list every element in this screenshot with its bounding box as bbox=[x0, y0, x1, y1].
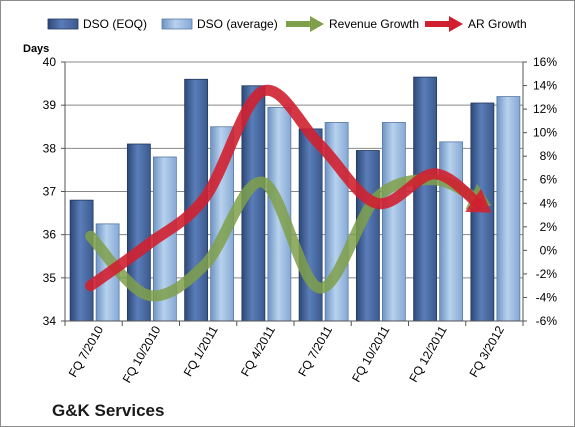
y2-tick-label: 10% bbox=[533, 126, 557, 140]
y2-tick-label: 2% bbox=[540, 220, 558, 234]
y-tick-label: 39 bbox=[43, 98, 57, 112]
legend-label: Revenue Growth bbox=[329, 17, 419, 31]
x-tick-label: FQ 4/2011 bbox=[238, 323, 278, 379]
legend-item-dso-eoq-: DSO (EOQ) bbox=[47, 17, 147, 31]
y2-tick-label: 12% bbox=[533, 102, 557, 116]
legend-swatch bbox=[47, 18, 79, 30]
y2-tick-label: -4% bbox=[536, 290, 558, 304]
y-tick-label: 37 bbox=[43, 185, 57, 199]
bar-dso-eoq-6 bbox=[413, 76, 438, 322]
y2-tick-label: 0% bbox=[540, 243, 558, 257]
trend-lines bbox=[85, 84, 492, 302]
bar-dso-average-6 bbox=[439, 141, 464, 322]
legend: DSO (EOQ) DSO (average) Revenue Growth AR G… bbox=[47, 16, 527, 32]
x-tick-label: FQ 7/2010 bbox=[66, 323, 107, 379]
x-tick-label: FQ 12/2011 bbox=[406, 323, 450, 384]
y-axis-title: Days bbox=[23, 43, 49, 55]
bar-dso-average-5 bbox=[381, 122, 406, 322]
y2-tick-label: 4% bbox=[540, 196, 558, 210]
legend-label: DSO (EOQ) bbox=[83, 17, 147, 31]
y2-tick-label: 14% bbox=[533, 79, 557, 93]
x-tick-label: FQ 3/2012 bbox=[466, 323, 507, 379]
legend-item-revenue-growth: Revenue Growth bbox=[286, 16, 419, 32]
x-tick-label: FQ 10/2011 bbox=[349, 323, 393, 384]
bar-dso-average-7 bbox=[496, 96, 521, 322]
y-tick-label: 35 bbox=[43, 271, 57, 285]
legend-swatch bbox=[161, 18, 193, 30]
y2-tick-label: -6% bbox=[536, 314, 558, 328]
y-tick-label: 38 bbox=[43, 141, 57, 155]
legend-item-ar-growth: AR Growth bbox=[425, 16, 527, 32]
legend-label: AR Growth bbox=[468, 17, 527, 31]
line-ar-growth bbox=[85, 84, 485, 292]
y-tick-label: 34 bbox=[43, 314, 57, 328]
bar-dso-eoq-0 bbox=[69, 199, 94, 322]
arrowhead-ar-growth bbox=[465, 188, 492, 213]
y2-tick-label: 8% bbox=[540, 149, 558, 163]
x-tick-label: FQ 10/2010 bbox=[120, 323, 164, 385]
legend-label: DSO (average) bbox=[197, 17, 278, 31]
y-tick-label: 40 bbox=[43, 55, 57, 69]
legend-arrow bbox=[310, 16, 324, 32]
x-tick-label: FQ 1/2011 bbox=[181, 323, 221, 379]
x-tick-label: FQ 7/2011 bbox=[295, 323, 335, 379]
y2-tick-label: -2% bbox=[536, 267, 558, 281]
legend-item-dso-average-: DSO (average) bbox=[161, 17, 278, 31]
y-tick-label: 36 bbox=[43, 228, 57, 242]
y2-tick-label: 6% bbox=[540, 173, 558, 187]
y2-tick-label: 16% bbox=[533, 55, 557, 69]
company-title: G&K Services bbox=[52, 401, 164, 420]
legend-arrow bbox=[449, 16, 463, 32]
